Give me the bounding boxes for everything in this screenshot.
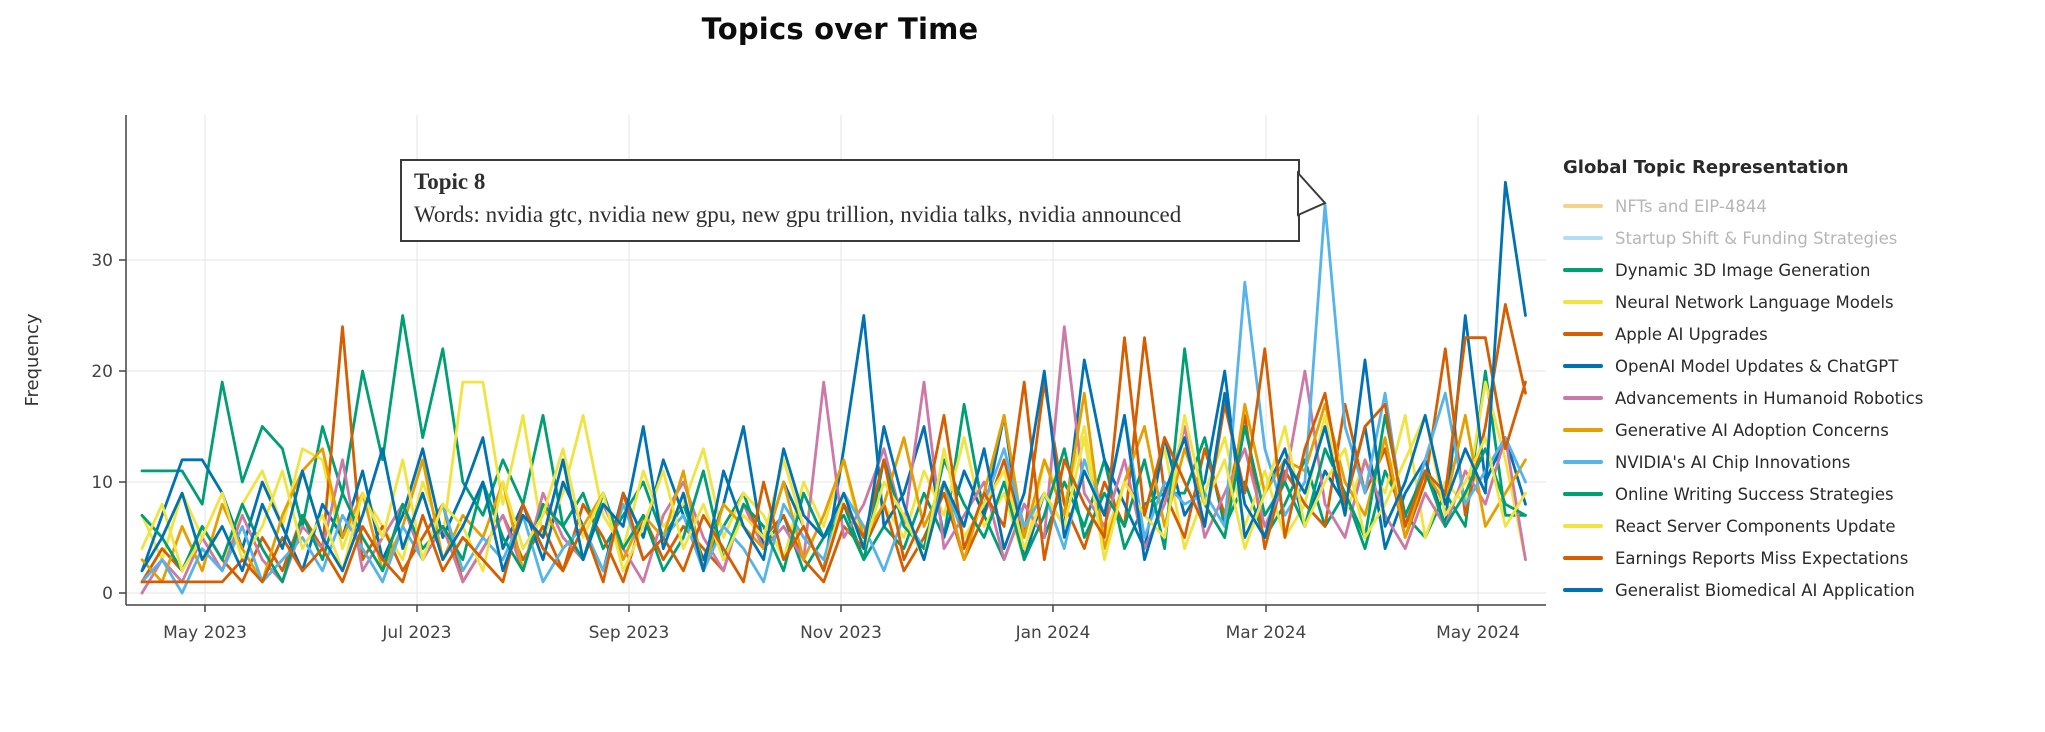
legend-title: Global Topic Representation — [1563, 157, 1849, 178]
legend-item-label: NFTs and EIP-4844 — [1615, 196, 1767, 216]
legend: Global Topic Representation NFTs and EIP… — [1563, 157, 2043, 606]
y-tick-label: 10 — [91, 473, 113, 493]
legend-item-apple-ai-upgrades[interactable]: Apple AI Upgrades — [1563, 318, 2043, 350]
legend-item-dynamic-3d-image-generation[interactable]: Dynamic 3D Image Generation — [1563, 254, 2043, 286]
legend-item-nfts-and-eip-4844[interactable]: NFTs and EIP-4844 — [1563, 190, 2043, 222]
legend-swatch — [1563, 300, 1603, 304]
legend-item-react-server-components-update[interactable]: React Server Components Update — [1563, 510, 2043, 542]
legend-swatch — [1563, 204, 1603, 208]
legend-swatch — [1563, 236, 1603, 240]
x-tick-label: Jul 2023 — [381, 623, 451, 643]
legend-item-label: Generalist Biomedical AI Application — [1615, 580, 1915, 600]
legend-item-label: Dynamic 3D Image Generation — [1615, 260, 1871, 280]
legend-items: NFTs and EIP-4844 Startup Shift & Funding… — [1563, 190, 2043, 606]
x-tick-label: Jan 2024 — [1015, 623, 1091, 643]
x-tick-label: Sep 2023 — [589, 623, 670, 643]
axes: May 2023 Jul 2023 Sep 2023 Nov 2023 Jan 2024… — [22, 115, 1546, 643]
legend-item-label: React Server Components Update — [1615, 516, 1896, 536]
legend-item-startup-shift-funding-strategies[interactable]: Startup Shift & Funding Strategies — [1563, 222, 2043, 254]
plot-area: May 2023 Jul 2023 Sep 2023 Nov 2023 Jan 2024… — [22, 115, 1546, 643]
legend-swatch — [1563, 556, 1603, 560]
x-tick-label: May 2023 — [163, 623, 247, 643]
chart-title: Topics over Time — [701, 12, 979, 46]
tooltip-topic-title: Topic 8 — [414, 169, 486, 194]
legend-item-label: Online Writing Success Strategies — [1615, 484, 1894, 504]
x-tick-label: May 2024 — [1436, 623, 1520, 643]
y-axis-title: Frequency — [22, 313, 43, 406]
legend-swatch — [1563, 268, 1603, 272]
x-tick-label: Mar 2024 — [1226, 623, 1307, 643]
tooltip-topic-words: Words: nvidia gtc, nvidia new gpu, new g… — [414, 202, 1182, 227]
legend-item-online-writing-success-strategies[interactable]: Online Writing Success Strategies — [1563, 478, 2043, 510]
legend-swatch — [1563, 460, 1603, 464]
legend-item-neural-network-language-models[interactable]: Neural Network Language Models — [1563, 286, 2043, 318]
legend-item-nvidia-s-ai-chip-innovations[interactable]: NVIDIA's AI Chip Innovations — [1563, 446, 2043, 478]
legend-item-label: Advancements in Humanoid Robotics — [1615, 388, 1924, 408]
legend-item-advancements-in-humanoid-robotics[interactable]: Advancements in Humanoid Robotics — [1563, 382, 2043, 414]
legend-item-label: OpenAI Model Updates & ChatGPT — [1615, 356, 1899, 376]
legend-swatch — [1563, 588, 1603, 592]
legend-item-label: Neural Network Language Models — [1615, 292, 1894, 312]
y-tick-label: 0 — [102, 584, 113, 604]
legend-swatch — [1563, 332, 1603, 336]
legend-item-openai-model-updates-chatgpt[interactable]: OpenAI Model Updates & ChatGPT — [1563, 350, 2043, 382]
legend-swatch — [1563, 364, 1603, 368]
legend-item-label: Startup Shift & Funding Strategies — [1615, 228, 1898, 248]
hover-tooltip: Topic 8 Words: nvidia gtc, nvidia new gp… — [400, 159, 1300, 242]
legend-swatch — [1563, 524, 1603, 528]
y-tick-label: 30 — [91, 251, 113, 271]
legend-item-label: Earnings Reports Miss Expectations — [1615, 548, 1909, 568]
x-tick-label: Nov 2023 — [800, 623, 882, 643]
y-tick-label: 20 — [91, 362, 113, 382]
legend-item-label: NVIDIA's AI Chip Innovations — [1615, 452, 1851, 472]
series-line-generative-ai-adoption-concerns[interactable] — [140, 391, 1527, 584]
legend-item-generative-ai-adoption-concerns[interactable]: Generative AI Adoption Concerns — [1563, 414, 2043, 446]
series-line-generalist-biomedical-ai-application[interactable] — [140, 180, 1527, 573]
legend-swatch — [1563, 396, 1603, 400]
tooltip-caret — [1297, 170, 1327, 217]
legend-item-label: Generative AI Adoption Concerns — [1615, 420, 1889, 440]
legend-swatch — [1563, 428, 1603, 432]
series-lines — [140, 180, 1527, 595]
legend-swatch — [1563, 492, 1603, 496]
series-line-earnings-reports-miss-expectations[interactable] — [140, 336, 1527, 584]
legend-item-generalist-biomedical-ai-application[interactable]: Generalist Biomedical AI Application — [1563, 574, 2043, 606]
legend-item-label: Apple AI Upgrades — [1615, 324, 1768, 344]
legend-item-earnings-reports-miss-expectations[interactable]: Earnings Reports Miss Expectations — [1563, 542, 2043, 574]
